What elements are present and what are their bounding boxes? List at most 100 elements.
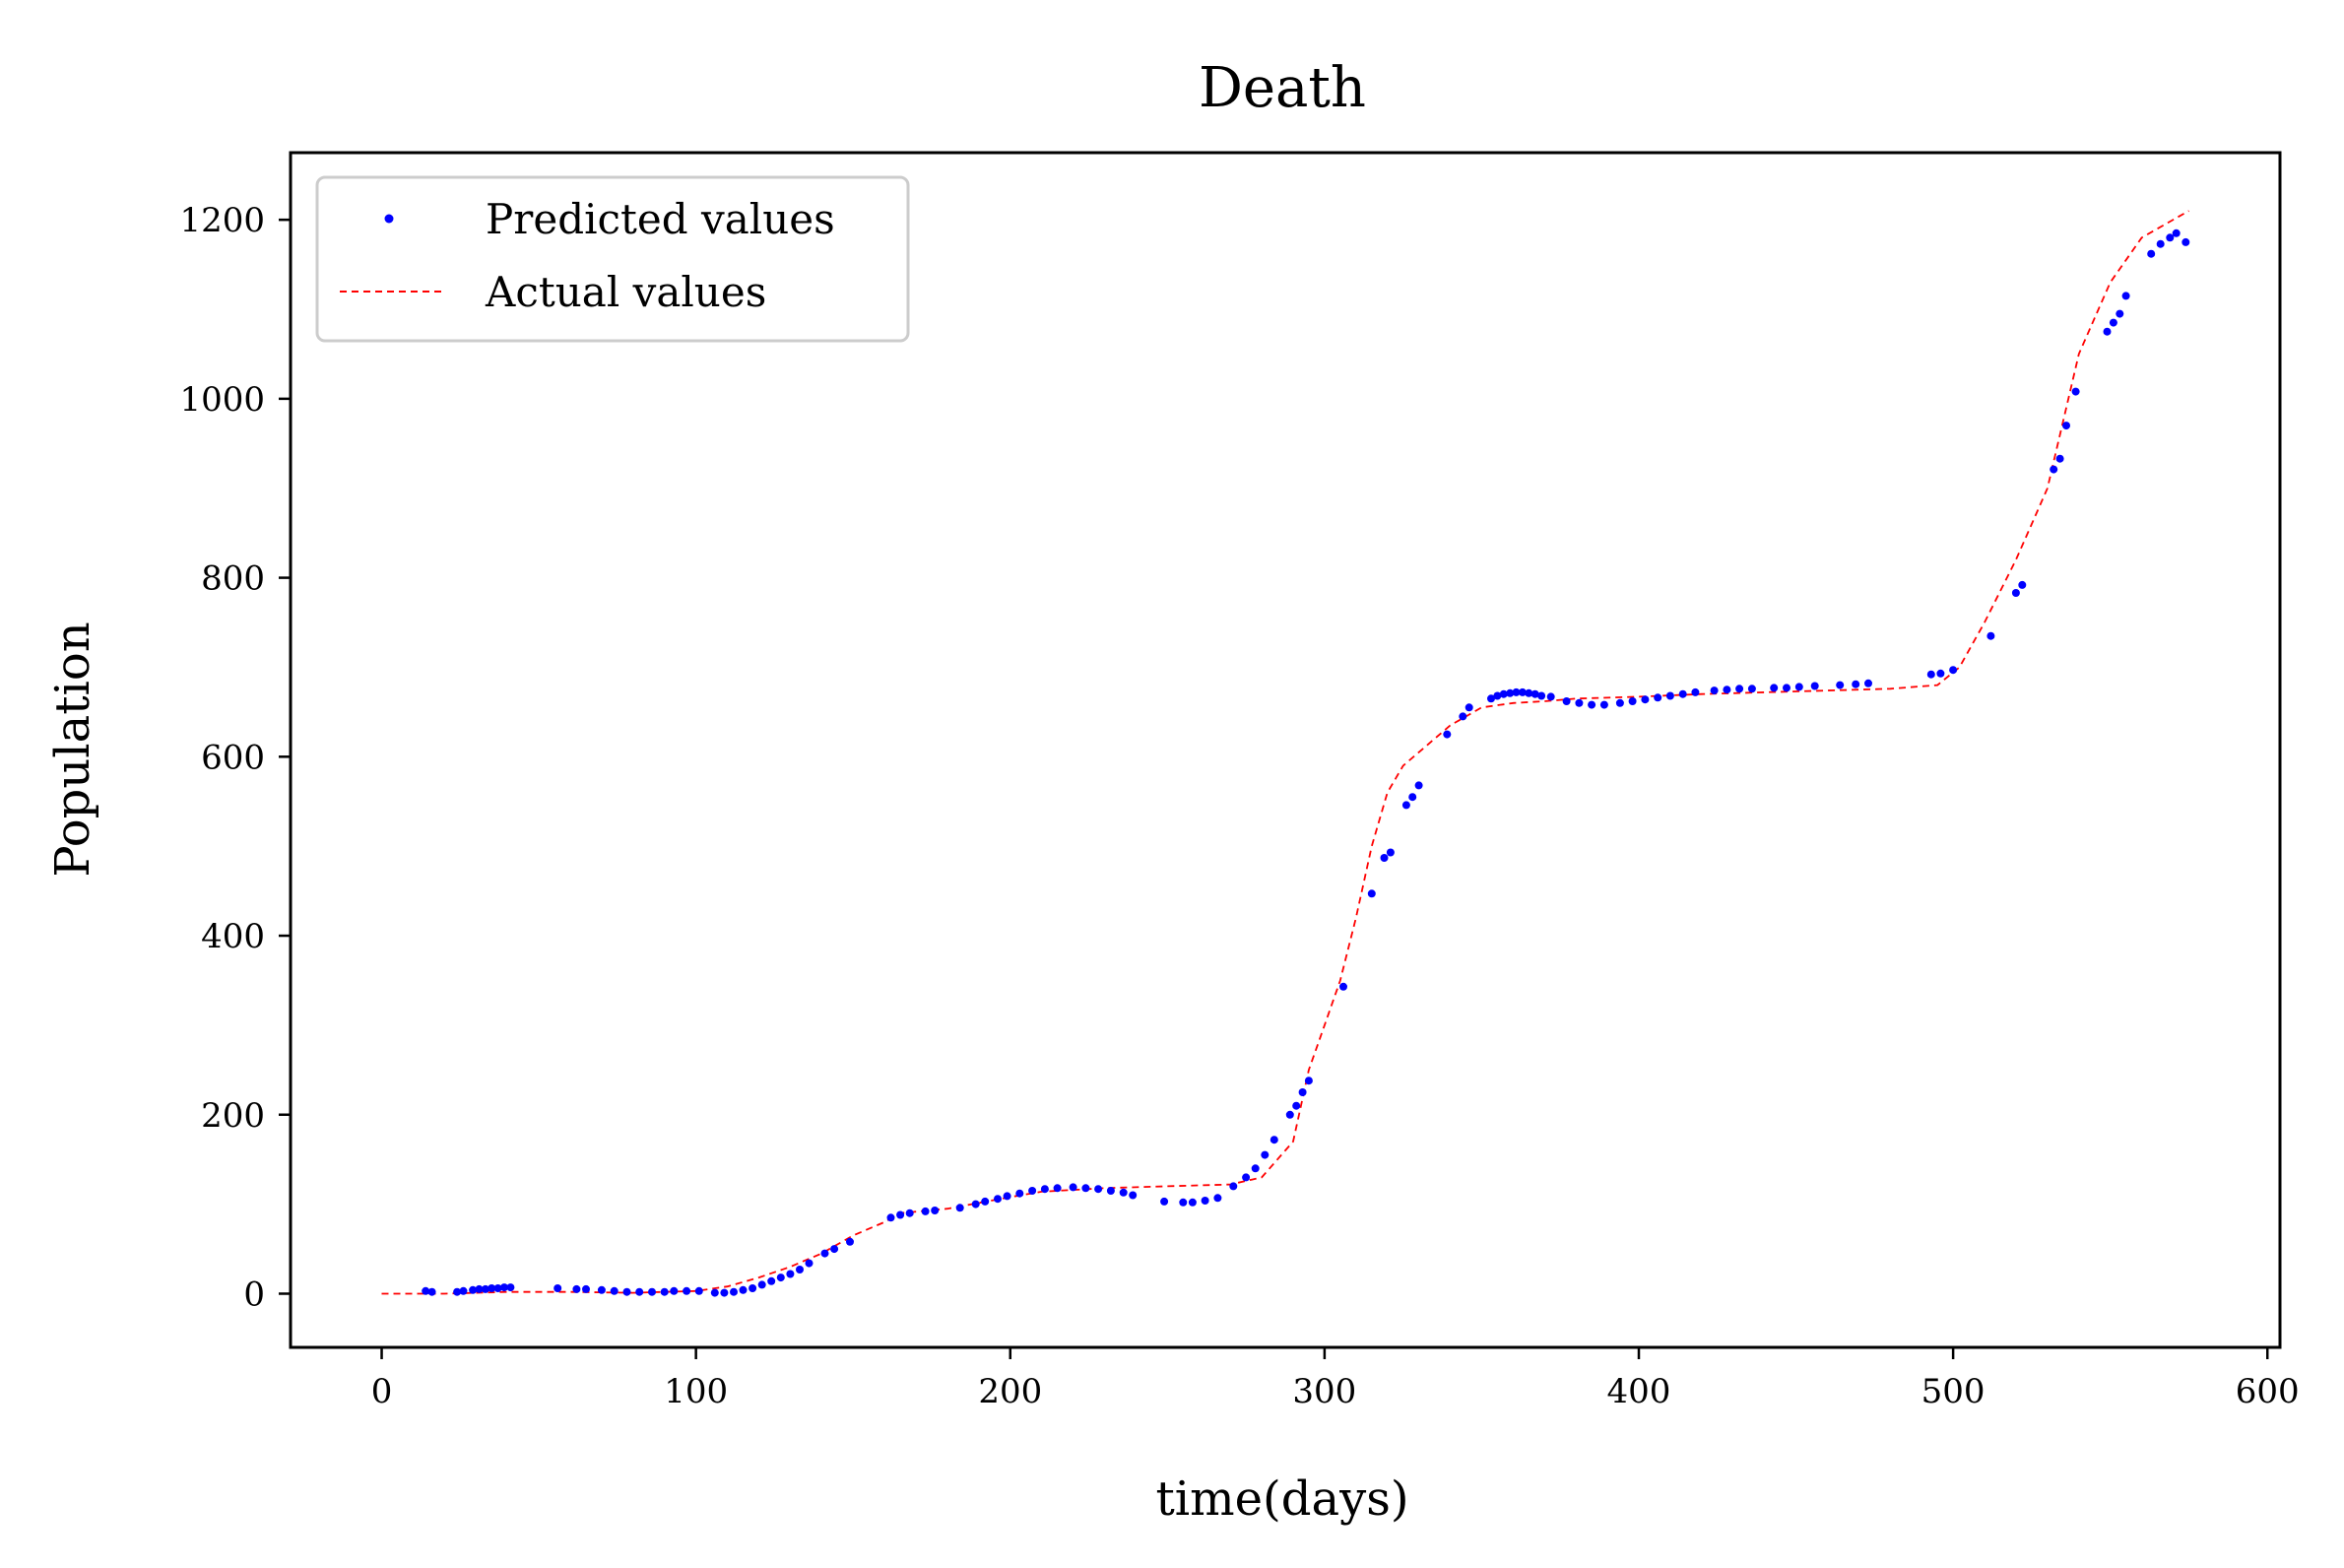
predicted-point — [1401, 801, 1410, 810]
predicted-point — [1735, 685, 1744, 693]
predicted-point — [886, 1213, 895, 1222]
y-tick-label: 800 — [201, 559, 265, 599]
predicted-point — [1864, 679, 1872, 687]
predicted-point — [506, 1283, 515, 1292]
predicted-point — [1003, 1192, 1011, 1201]
predicted-point — [1641, 695, 1650, 704]
predicted-point — [1747, 685, 1756, 693]
predicted-point — [1926, 670, 1935, 679]
predicted-point — [488, 1284, 496, 1292]
predicted-point — [670, 1286, 679, 1295]
predicted-point — [500, 1283, 508, 1292]
predicted-point — [1414, 781, 1423, 790]
predicted-point — [1691, 687, 1700, 696]
predicted-point — [1562, 697, 1571, 705]
predicted-point — [1213, 1194, 1222, 1203]
predicted-point — [469, 1285, 478, 1294]
actual-values-line — [381, 210, 2189, 1295]
predicted-point — [749, 1284, 757, 1292]
predicted-point — [1628, 697, 1637, 705]
y-axis: 0 200 400 600 800 1000 1200 — [179, 201, 291, 1314]
predicted-point — [1783, 684, 1791, 692]
predicted-point — [1339, 982, 1347, 991]
predicted-point — [1160, 1197, 1169, 1206]
predicted-point — [622, 1287, 631, 1296]
predicted-point — [1506, 688, 1515, 697]
predicted-point — [1949, 666, 1958, 675]
predicted-point — [582, 1284, 590, 1293]
y-tick-label: 1200 — [179, 201, 265, 240]
predicted-point — [1575, 698, 1584, 707]
predicted-point — [1986, 631, 1995, 640]
predicted-point — [2156, 239, 2165, 248]
predicted-point — [660, 1287, 669, 1296]
predicted-point — [720, 1288, 729, 1297]
predicted-point — [1794, 683, 1803, 691]
plot-area — [381, 210, 2190, 1297]
predicted-point — [1493, 691, 1502, 700]
predicted-point — [1285, 1110, 1294, 1119]
predicted-point — [1367, 889, 1376, 898]
predicted-point — [1487, 694, 1495, 703]
predicted-point — [2166, 233, 2175, 242]
predicted-point — [830, 1245, 839, 1254]
legend: Predicted values Actual values — [315, 175, 910, 343]
x-tick-label: 500 — [1921, 1372, 1986, 1411]
legend-box — [315, 175, 910, 343]
predicted-point — [971, 1200, 980, 1209]
predicted-point — [1015, 1189, 1024, 1198]
predicted-point — [553, 1284, 562, 1292]
series-predicted-values — [422, 229, 2190, 1297]
legend-label-actual: Actual values — [485, 268, 766, 316]
predicted-point — [730, 1287, 738, 1296]
predicted-point — [1512, 687, 1521, 696]
predicted-point — [694, 1286, 703, 1295]
predicted-point — [2062, 422, 2070, 430]
predicted-point — [1261, 1150, 1270, 1159]
predicted-point — [1270, 1136, 1278, 1144]
predicted-point — [1770, 684, 1779, 692]
predicted-point — [1518, 687, 1527, 696]
predicted-point — [955, 1204, 964, 1212]
predicted-point — [2055, 454, 2064, 463]
predicted-point — [1028, 1187, 1037, 1195]
predicted-point — [921, 1207, 930, 1215]
predicted-point — [1094, 1185, 1103, 1194]
predicted-point — [1525, 688, 1533, 697]
predicted-point — [739, 1285, 748, 1294]
x-axis: 0 100 200 300 400 500 600 — [371, 1347, 2300, 1411]
predicted-point — [1443, 730, 1452, 739]
predicted-point — [805, 1259, 814, 1268]
predicted-point — [1723, 686, 1731, 694]
predicted-point — [597, 1285, 606, 1294]
predicted-point — [1408, 793, 1417, 802]
predicted-point — [981, 1197, 990, 1206]
predicted-point — [1053, 1184, 1062, 1193]
predicted-point — [820, 1249, 829, 1258]
predicted-point — [1081, 1184, 1090, 1193]
predicted-point — [1069, 1183, 1077, 1192]
axes-frame — [289, 151, 2282, 1349]
series-actual-values — [381, 210, 2189, 1295]
predicted-point — [1188, 1198, 1197, 1207]
predicted-point — [1380, 854, 1389, 862]
predicted-point — [767, 1276, 776, 1285]
predicted-point — [1836, 681, 1845, 689]
x-tick-label: 100 — [664, 1372, 728, 1411]
predicted-point — [905, 1209, 914, 1217]
predicted-point — [994, 1195, 1002, 1204]
x-tick-label: 300 — [1292, 1372, 1356, 1411]
predicted-point — [776, 1274, 785, 1282]
predicted-point — [1119, 1188, 1128, 1197]
predicted-point — [453, 1287, 462, 1296]
predicted-point — [2116, 309, 2124, 318]
predicted-point — [1251, 1164, 1260, 1173]
predicted-point — [481, 1284, 489, 1293]
predicted-point — [1292, 1101, 1301, 1110]
y-tick-label: 1000 — [179, 380, 265, 420]
predicted-point — [1298, 1088, 1307, 1096]
predicted-point — [1201, 1197, 1209, 1205]
predicted-point — [648, 1287, 656, 1296]
predicted-point — [1654, 693, 1662, 702]
predicted-point — [1179, 1198, 1188, 1207]
